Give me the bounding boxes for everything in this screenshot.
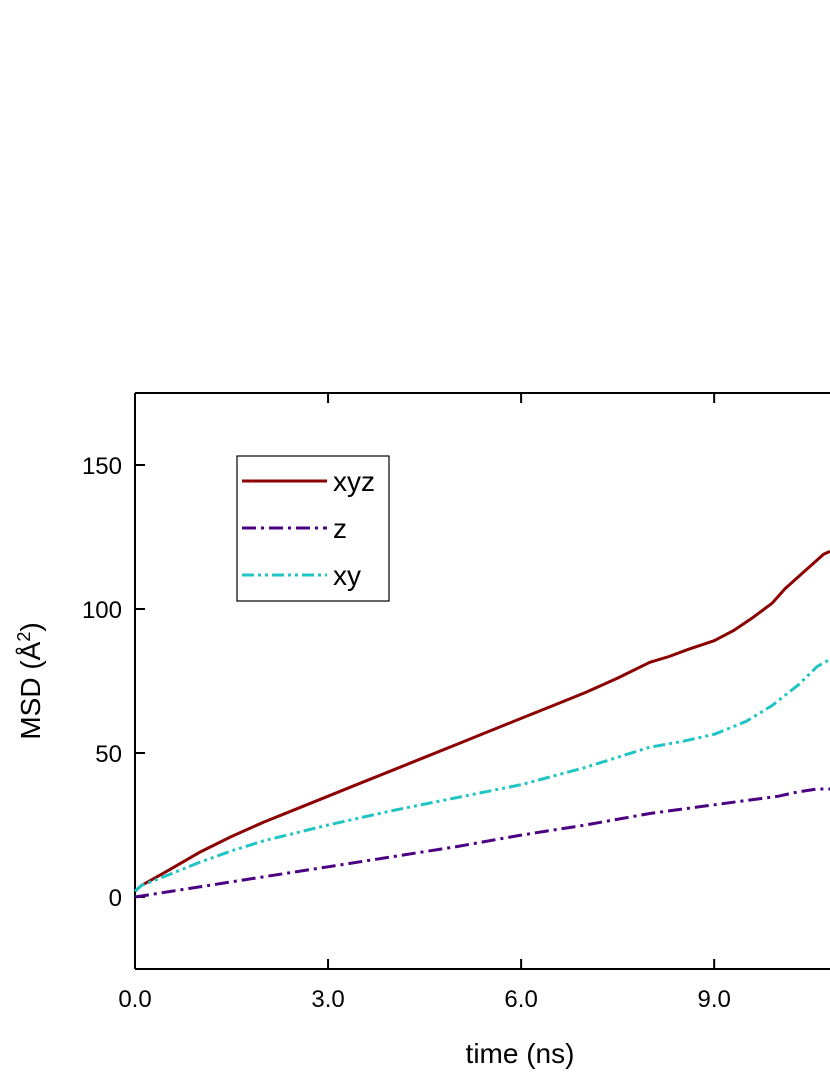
- y-axis-title: MSD (Å2): [14, 622, 46, 739]
- y-tick-label: 100: [82, 597, 122, 624]
- legend-label-xy: xy: [333, 560, 361, 591]
- y-tick-label: 50: [95, 741, 122, 768]
- y-tick-label: 150: [82, 453, 122, 480]
- x-axis-title: time (ns): [466, 1038, 575, 1069]
- x-tick-label: 3.0: [311, 986, 344, 1013]
- x-tick-label: 6.0: [504, 986, 537, 1013]
- series-line-z: [134, 787, 830, 899]
- series-line-xy: [134, 658, 830, 893]
- series-layer: [134, 550, 830, 899]
- axes-layer: 0.0 3.0 6.0 9.0 0 50 100 150: [82, 392, 830, 1013]
- y-tick-label: 0: [109, 885, 122, 912]
- y-axis-title-sup: 2: [14, 632, 34, 642]
- y-axis-title-end: ): [15, 622, 46, 631]
- x-tick-label: 9.0: [697, 986, 730, 1013]
- legend: xyz z xy: [236, 455, 390, 602]
- legend-label-xyz: xyz: [333, 466, 375, 497]
- x-tick-label: 0.0: [118, 986, 151, 1013]
- y-axis-title-main: MSD (Å: [15, 641, 46, 739]
- series-line-xyz: [134, 550, 830, 893]
- legend-label-z: z: [333, 513, 347, 544]
